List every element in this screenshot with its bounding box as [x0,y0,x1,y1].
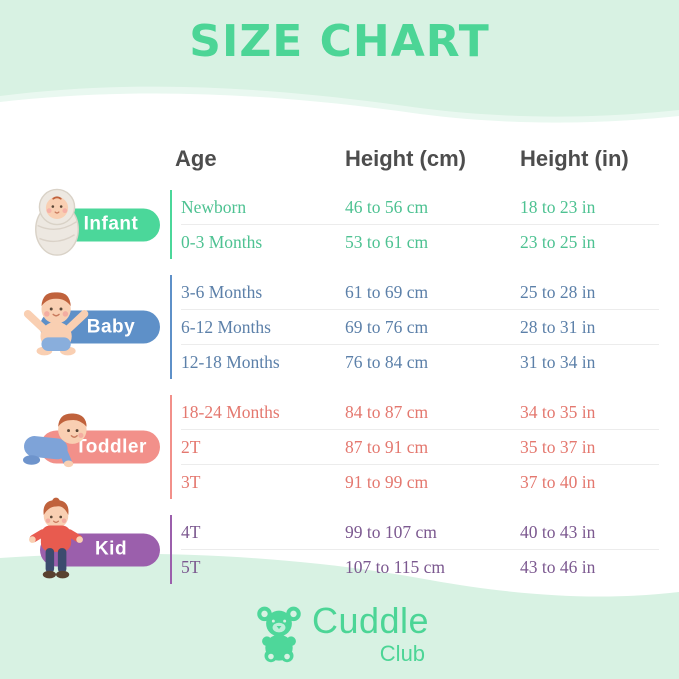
height-in-cell: 34 to 35 in [520,401,596,422]
table-row: 0-3 Months 53 to 61 cm 23 to 25 in [181,224,659,259]
height-cm-cell: 69 to 76 cm [345,316,429,337]
age-cell: Newborn [181,196,247,217]
standing-kid-illustration [22,494,90,595]
table-row: Newborn 46 to 56 cm 18 to 23 in [181,190,659,224]
table-row: 2T 87 to 91 cm 35 to 37 in [181,429,659,464]
age-cell: 3T [181,471,201,492]
brand-name: Cuddle [311,600,430,641]
age-cell: 0-3 Months [181,231,263,252]
page-title: SIZE CHART [189,16,490,67]
height-in-cell: 35 to 37 in [520,436,596,457]
table-row: 5T 107 to 115 cm 43 to 46 in [181,549,659,584]
table-row: 3T 91 to 99 cm 37 to 40 in [181,464,659,499]
height-in-cell: 18 to 23 in [520,196,596,217]
header-height-in: Height (in) [520,146,629,171]
height-cm-cell: 107 to 115 cm [345,556,445,577]
group-baby: Baby 3-6 Months 61 to 69 cm 25 to 28 in … [0,275,663,379]
age-cell: 5T [181,556,201,577]
table-row: 18-24 Months 84 to 87 cm 34 to 35 in [181,395,659,429]
height-in-cell: 43 to 46 in [520,556,596,577]
table-header-row: Age Height (cm) Height (in) [0,146,663,172]
group-kid: Kid 4T 99 to 107 cm 40 to 43 in 5T 107 t… [0,497,663,584]
toddler-rows: 18-24 Months 84 to 87 cm 34 to 35 in 2T … [170,395,659,499]
height-in-cell: 25 to 28 in [520,281,596,302]
age-cell: 3-6 Months [181,281,263,302]
header-spacer [0,146,175,172]
age-cell: 12-18 Months [181,351,280,372]
height-in-cell: 31 to 34 in [520,351,596,372]
table-row: 6-12 Months 69 to 76 cm 28 to 31 in [181,309,659,344]
brand-wordmark: Cuddle Club [312,602,429,667]
table-row: 4T 99 to 107 cm 40 to 43 in [181,515,659,549]
brand-logo: Cuddle Club [0,602,679,671]
header-age: Age [175,146,217,171]
age-cell: 2T [181,436,201,457]
age-cell: 4T [181,521,201,542]
height-cm-cell: 91 to 99 cm [345,471,429,492]
height-cm-cell: 46 to 56 cm [345,196,429,217]
group-infant: Infant Newborn 46 to 56 cm 18 to 23 in 0… [0,188,663,259]
brand-subname: Club [379,640,426,666]
baby-rows: 3-6 Months 61 to 69 cm 25 to 28 in 6-12 … [170,275,659,379]
table-row: 3-6 Months 61 to 69 cm 25 to 28 in [181,275,659,309]
age-cell: 6-12 Months [181,316,271,337]
table-row: 12-18 Months 76 to 84 cm 31 to 34 in [181,344,659,379]
height-in-cell: 37 to 40 in [520,471,596,492]
height-cm-cell: 61 to 69 cm [345,281,429,302]
swaddled-baby-illustration [20,179,94,264]
teddy-bear-icon [250,602,308,671]
size-table: Age Height (cm) Height (in) [0,146,663,600]
kid-rows: 4T 99 to 107 cm 40 to 43 in 5T 107 to 11… [170,515,659,584]
height-cm-cell: 84 to 87 cm [345,401,429,422]
height-in-cell: 40 to 43 in [520,521,596,542]
header-height-cm: Height (cm) [345,146,466,171]
height-cm-cell: 76 to 84 cm [345,351,429,372]
sitting-baby-illustration [18,280,104,371]
height-cm-cell: 99 to 107 cm [345,521,437,542]
height-cm-cell: 87 to 91 cm [345,436,429,457]
infant-rows: Newborn 46 to 56 cm 18 to 23 in 0-3 Mont… [170,190,659,259]
height-cm-cell: 53 to 61 cm [345,231,429,252]
group-toddler: Toddler 18-24 Months 84 to 87 cm 34 to 3… [0,395,663,499]
crawling-toddler-illustration [12,401,108,480]
height-in-cell: 23 to 25 in [520,231,596,252]
age-cell: 18-24 Months [181,401,280,422]
height-in-cell: 28 to 31 in [520,316,596,337]
